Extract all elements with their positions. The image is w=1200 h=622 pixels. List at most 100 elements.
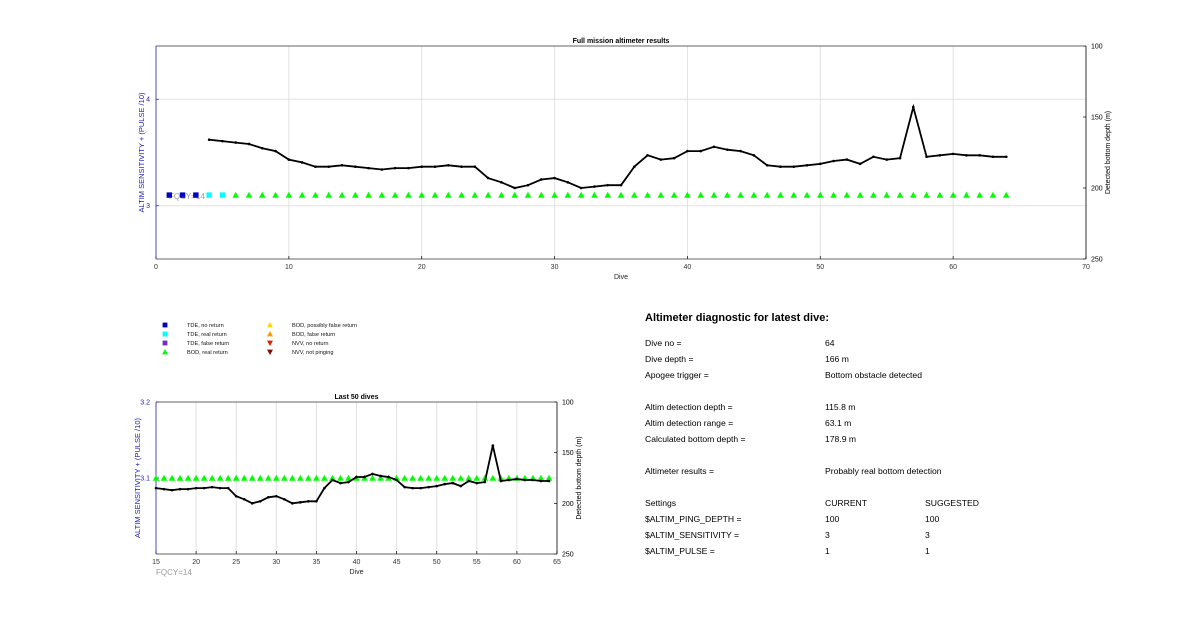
last50-marker-bod-real-return xyxy=(184,474,192,481)
setting-row: $ALTIM_PULSE = 1 1 xyxy=(645,546,1165,562)
full-marker-bod-real-return xyxy=(524,191,532,198)
calculated-depth-row: Calculated bottom depth = 178.9 m xyxy=(645,434,1165,450)
full-marker-bod-real-return xyxy=(232,191,240,198)
last50-depth-point xyxy=(355,475,358,479)
last50-marker-bod-real-return xyxy=(289,474,296,481)
full-depth-point xyxy=(911,105,915,109)
last50-depth-point xyxy=(162,487,166,491)
full-depth-point xyxy=(274,149,277,153)
last50-depth-point xyxy=(459,484,463,488)
full-marker-bod-real-return xyxy=(896,191,904,198)
full-marker-bod-real-return xyxy=(258,191,266,198)
full-depth-line xyxy=(209,103,1007,189)
setting-row: $ALTIM_SENSITIVITY = 3 3 xyxy=(645,530,1165,546)
legend-label: BOD, false return xyxy=(292,332,335,338)
last50-marker-bod-real-return xyxy=(216,474,224,481)
full-depth-point xyxy=(686,149,689,153)
last50-x-tick-label: 35 xyxy=(313,559,321,566)
last50-title: Last 50 dives xyxy=(335,394,379,401)
last50-y-left-tick-label: 3.2 xyxy=(140,399,150,406)
full-marker-bod-real-return xyxy=(989,191,997,198)
last50-marker-bod-real-return xyxy=(441,474,449,481)
full-depth-point xyxy=(925,155,928,159)
altimeter-results-value: Probably real bottom detection xyxy=(825,466,942,476)
last50-marker-bod-real-return xyxy=(168,474,176,481)
last50-y-right-tick-label: 100 xyxy=(562,399,574,406)
full-depth-point xyxy=(792,165,796,168)
last50-depth-point xyxy=(539,479,543,483)
setting-current: 3 xyxy=(825,530,830,540)
full-x-tick-label: 0 xyxy=(154,264,158,271)
full-depth-point xyxy=(287,158,291,161)
full-title: Full mission altimeter results xyxy=(573,38,670,45)
full-marker-tde-real-return xyxy=(219,192,226,198)
altimeter-results-label: Altimeter results = xyxy=(645,466,715,476)
legend-marker xyxy=(162,349,168,355)
last50-depth-point xyxy=(339,481,342,485)
full-marker-bod-real-return xyxy=(498,191,505,198)
apogee-trigger-row: Apogee trigger = Bottom obstacle detecte… xyxy=(645,370,1165,386)
last50-marker-bod-real-return xyxy=(232,474,240,481)
full-marker-tde-real-return xyxy=(206,192,212,198)
last50-depth-point xyxy=(411,486,414,490)
last50-depth-point xyxy=(507,478,511,482)
last50-depth-point xyxy=(451,481,455,485)
full-marker-bod-real-return xyxy=(963,191,970,198)
detection-depth-row: Altim detection depth = 115.8 m xyxy=(645,402,1165,418)
legend-marker xyxy=(267,349,273,355)
full-marker-bod-real-return xyxy=(657,191,665,198)
altimeter-results-row: Altimeter results = Probably real bottom… xyxy=(645,466,1165,482)
full-marker-bod-real-return xyxy=(245,191,253,198)
full-marker-bod-real-return xyxy=(418,191,426,198)
full-marker-bod-real-return xyxy=(378,191,386,198)
last50-y-right-label: Detected bottom depth (m) xyxy=(576,436,583,519)
full-depth-point xyxy=(367,166,370,170)
last50-marker-bod-real-return xyxy=(409,474,416,481)
last50-y-right-tick-label: 150 xyxy=(562,450,574,457)
last50-depth-point xyxy=(154,486,158,490)
full-x-tick-label: 40 xyxy=(684,264,692,271)
last50-depth-point xyxy=(371,472,374,476)
full-depth-point xyxy=(818,162,822,166)
setting-row: $ALTIM_PING_DEPTH = 100 100 xyxy=(645,514,1165,530)
last50-marker-bod-real-return xyxy=(329,474,336,481)
full-marker-bod-real-return xyxy=(949,191,957,198)
full-marker-bod-real-return xyxy=(1002,191,1010,198)
full-depth-point xyxy=(765,163,769,167)
full-depth-point xyxy=(234,141,238,144)
full-depth-point xyxy=(885,158,889,161)
setting-current: 100 xyxy=(825,514,840,524)
full-depth-point xyxy=(672,156,676,160)
full-x-axis-label: Dive xyxy=(614,274,628,281)
full-depth-point xyxy=(526,183,530,187)
last50-marker-bod-real-return xyxy=(192,474,200,481)
legend-label: NVV, no return xyxy=(292,341,329,347)
full-depth-point xyxy=(725,148,729,151)
last50-marker-bod-real-return xyxy=(273,474,280,481)
full-marker-bod-real-return xyxy=(644,191,651,198)
full-depth-point xyxy=(353,165,357,168)
full-depth-point xyxy=(446,163,450,167)
last50-depth-point xyxy=(395,478,398,482)
last50-x-tick-label: 15 xyxy=(152,559,160,566)
full-marker-bod-real-return xyxy=(471,191,479,198)
last50-y-left-label: ALTIM SENSITIVITY + (PULSE /10) xyxy=(133,418,142,538)
full-depth-point xyxy=(513,186,517,190)
last50-marker-bod-real-return xyxy=(200,474,208,481)
last50-marker-bod-real-return xyxy=(264,474,272,481)
last50-marker-bod-real-return xyxy=(337,474,344,481)
last50-y-left-tick-label: 3.1 xyxy=(140,475,150,482)
detection-range-row: Altim detection range = 63.1 m xyxy=(645,418,1165,434)
full-depth-point xyxy=(593,185,596,188)
full-marker-bod-real-return xyxy=(909,191,917,198)
last50-depth-point xyxy=(202,486,206,490)
full-marker-bod-real-return xyxy=(750,191,758,198)
full-marker-bod-real-return xyxy=(272,191,279,198)
full-x-tick-label: 20 xyxy=(418,264,426,271)
legend-label: TDE, real return xyxy=(187,332,227,338)
last50-depth-point xyxy=(299,501,302,504)
full-marker-bod-real-return xyxy=(816,191,824,198)
diagnostic-panel: Altimeter diagnostic for latest dive: Di… xyxy=(645,312,1165,562)
last50-depth-point xyxy=(419,486,422,490)
full-marker-bod-real-return xyxy=(883,191,891,198)
